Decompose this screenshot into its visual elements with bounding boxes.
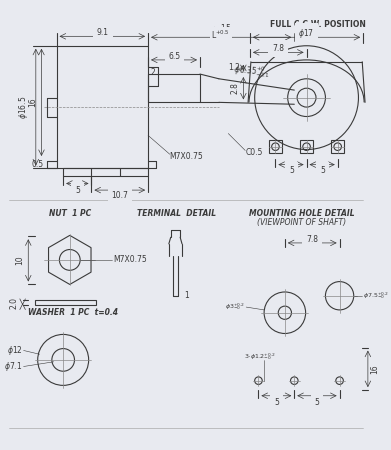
Text: MOUNTING HOLE DETAIL: MOUNTING HOLE DETAIL bbox=[249, 209, 355, 218]
Text: 16: 16 bbox=[370, 364, 379, 374]
Text: WASHER  1 PC  t=0.4: WASHER 1 PC t=0.4 bbox=[28, 308, 118, 317]
Text: M7X0.75: M7X0.75 bbox=[169, 152, 203, 161]
Bar bbox=[63, 168, 148, 176]
Text: 3-$\phi$1.2$^{+0.2}_{-0}$: 3-$\phi$1.2$^{+0.2}_{-0}$ bbox=[244, 351, 276, 362]
Text: 5: 5 bbox=[289, 166, 294, 175]
Text: L$^{+0.5}$: L$^{+0.5}$ bbox=[211, 28, 230, 40]
Text: 5: 5 bbox=[314, 398, 319, 407]
Text: $\phi$12: $\phi$12 bbox=[7, 344, 23, 357]
Text: 2.8: 2.8 bbox=[231, 82, 240, 94]
Text: C0.5: C0.5 bbox=[246, 148, 264, 157]
Text: $\phi$7.5$^{+0.2}_{-0}$: $\phi$7.5$^{+0.2}_{-0}$ bbox=[363, 290, 389, 301]
Bar bbox=[35, 301, 96, 305]
Text: 0.5: 0.5 bbox=[31, 160, 43, 169]
Text: 5: 5 bbox=[75, 185, 80, 194]
Text: $\phi$3$^{+0.2}_{-0}$: $\phi$3$^{+0.2}_{-0}$ bbox=[225, 302, 245, 312]
Bar bbox=[331, 140, 344, 153]
Text: 5: 5 bbox=[274, 398, 279, 407]
Text: 5: 5 bbox=[320, 166, 325, 175]
Text: FULL C.C.W. POSITION: FULL C.C.W. POSITION bbox=[270, 19, 366, 28]
Bar bbox=[57, 46, 148, 168]
Text: 1.2: 1.2 bbox=[228, 63, 240, 72]
Text: 7.8: 7.8 bbox=[306, 234, 318, 243]
Bar bbox=[148, 74, 200, 102]
Text: $\phi$7.1: $\phi$7.1 bbox=[4, 360, 23, 373]
Text: (VIEWPOINT OF SHAFT): (VIEWPOINT OF SHAFT) bbox=[257, 218, 346, 227]
Bar bbox=[300, 140, 313, 153]
Text: NUT  1 PC: NUT 1 PC bbox=[48, 209, 91, 218]
Text: $\leftarrow$15: $\leftarrow$15 bbox=[210, 22, 231, 33]
Text: 1: 1 bbox=[184, 291, 189, 300]
Text: $\phi$16.5: $\phi$16.5 bbox=[17, 95, 30, 119]
Text: 7.8: 7.8 bbox=[272, 44, 284, 53]
Text: 2.0: 2.0 bbox=[10, 297, 19, 309]
Text: TERMINAL  DETAIL: TERMINAL DETAIL bbox=[137, 209, 216, 218]
Text: 2: 2 bbox=[151, 68, 156, 76]
Text: $\phi$17: $\phi$17 bbox=[298, 27, 315, 40]
Text: $\phi$6.35$^{+0}_{-0.1}$: $\phi$6.35$^{+0}_{-0.1}$ bbox=[233, 62, 271, 80]
Text: 6.5: 6.5 bbox=[169, 52, 181, 61]
Bar bbox=[269, 140, 282, 153]
Text: 10: 10 bbox=[16, 255, 25, 265]
Text: 10.7: 10.7 bbox=[111, 191, 128, 200]
Text: 9.1: 9.1 bbox=[97, 28, 109, 37]
Text: 16: 16 bbox=[29, 98, 38, 107]
Text: M7X0.75: M7X0.75 bbox=[113, 256, 147, 265]
